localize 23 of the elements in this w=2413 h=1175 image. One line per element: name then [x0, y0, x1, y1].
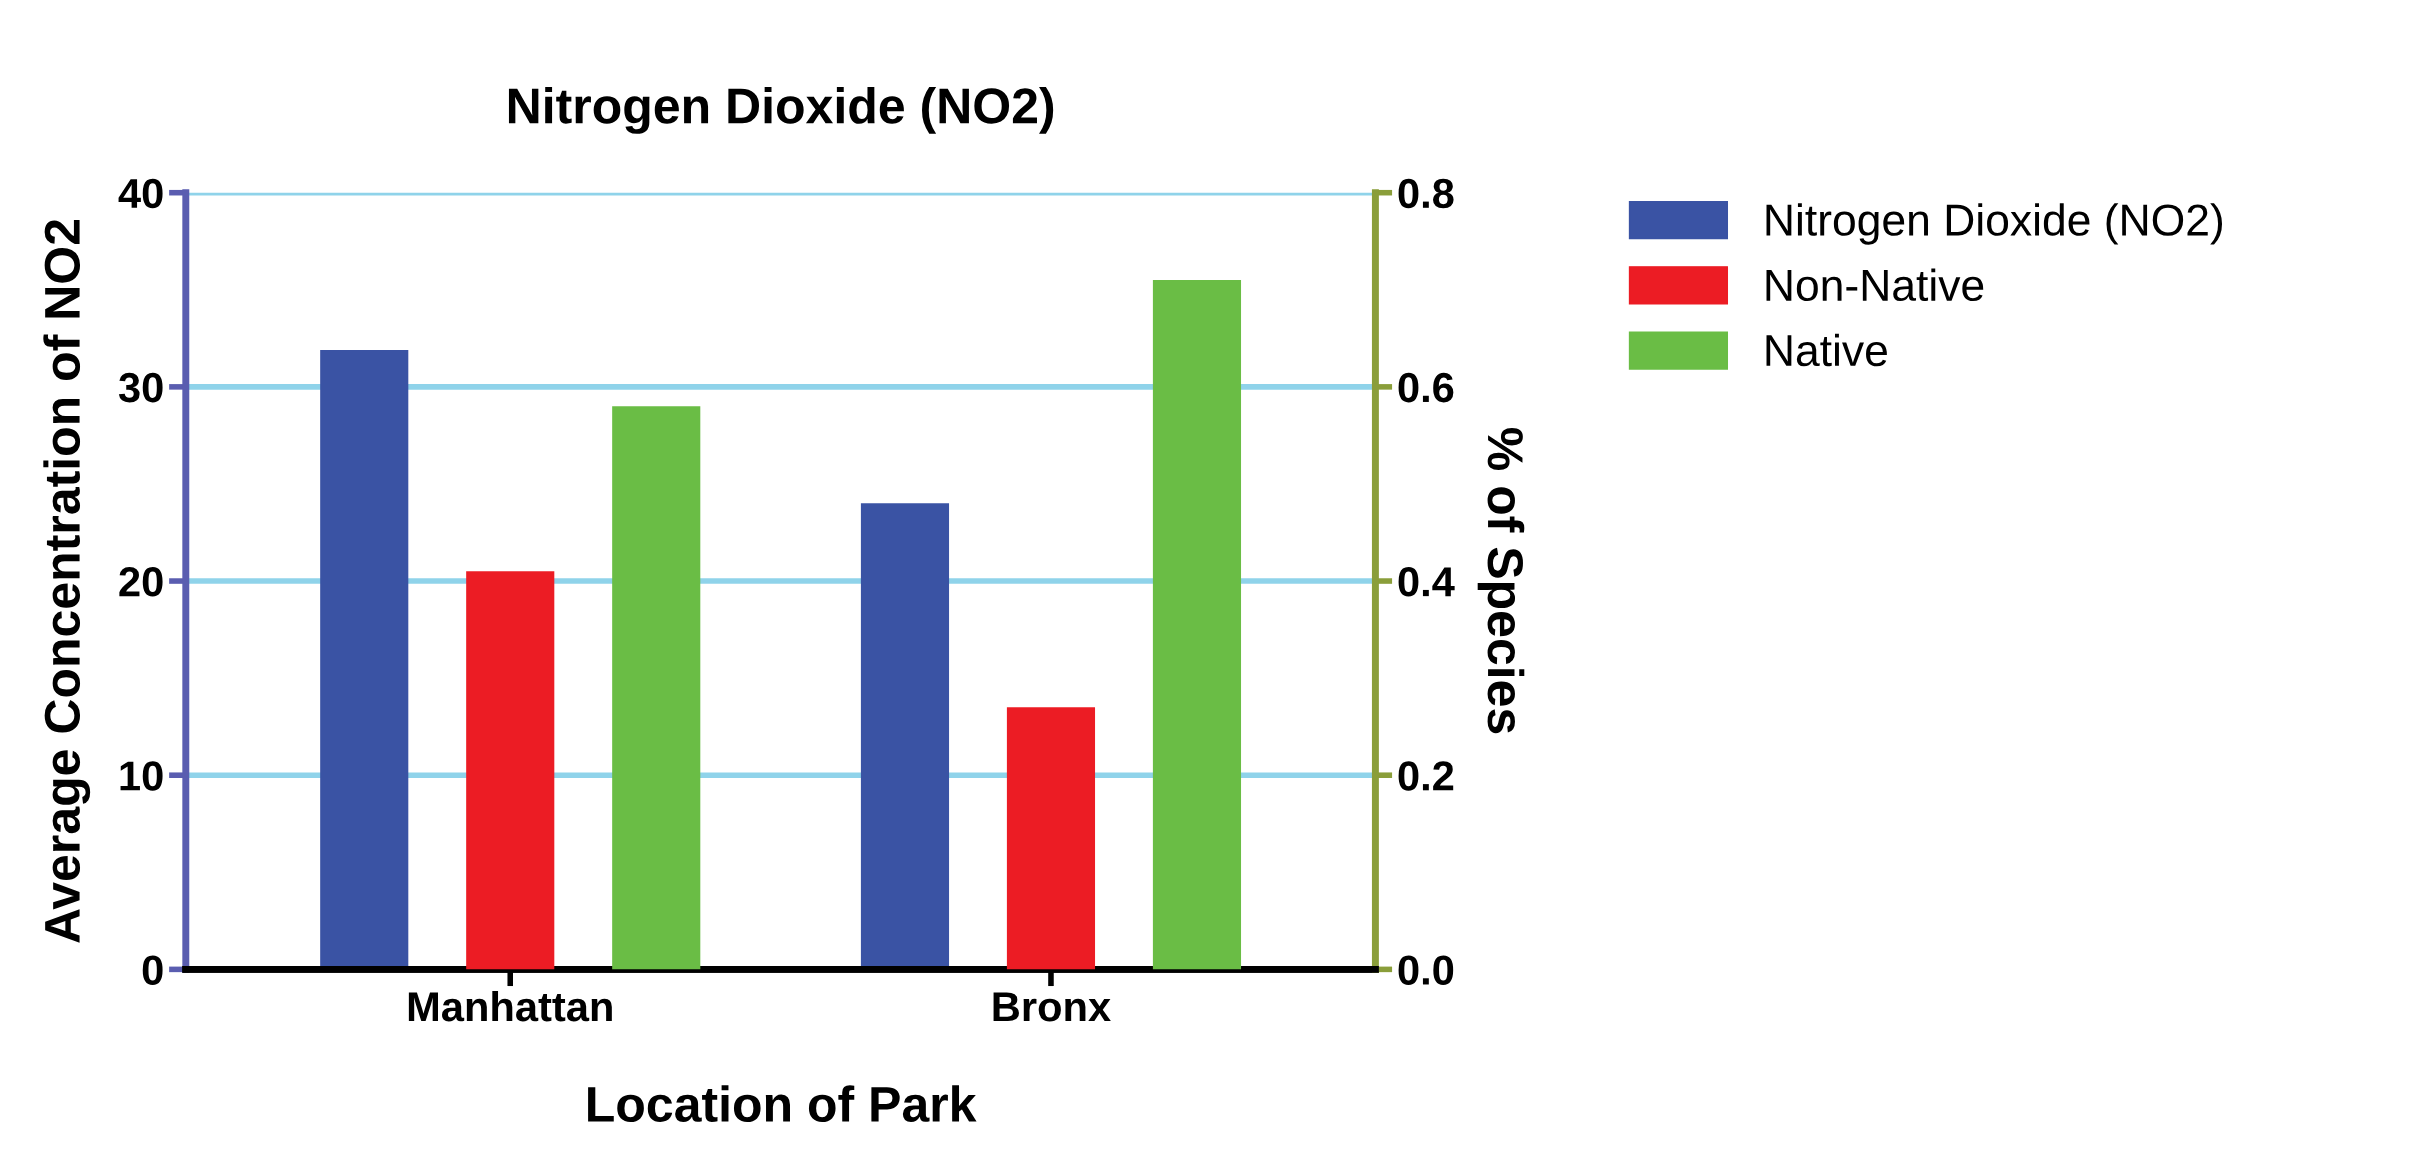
chart-title: Nitrogen Dioxide (NO2) — [508, 87, 1054, 134]
y2-tick-label: 0.8 — [1398, 178, 1454, 209]
y-tick-label: 40 — [118, 178, 163, 209]
bar — [1006, 707, 1096, 970]
legend-label: Nitrogen Dioxide (NO2) — [1766, 203, 2223, 245]
x-tick-label: Bronx — [993, 992, 1111, 1022]
y-axis-title: Average Concentration of NO2 — [43, 220, 91, 943]
bar — [1152, 280, 1242, 970]
y2-axis-title: % of Species — [1477, 428, 1525, 734]
bar — [612, 406, 701, 970]
y2-tick-label: 0.2 — [1398, 761, 1454, 791]
legend-label: Native — [1766, 333, 1887, 367]
y2-tick-label: 0.4 — [1398, 567, 1455, 597]
y-tick-label: 20 — [119, 567, 163, 597]
x-tick-label: Manhattan — [408, 990, 612, 1022]
bar — [466, 571, 555, 970]
y-tick-label: 10 — [120, 761, 163, 791]
y2-tick-label: 0.6 — [1398, 372, 1454, 403]
y-tick-label: 0 — [142, 955, 163, 985]
x-axis-title: Location of Park — [588, 1085, 977, 1123]
y2-tick-label: 0.0 — [1398, 955, 1454, 985]
y-tick-label: 30 — [118, 372, 163, 403]
legend-label: Non-Native — [1766, 268, 1984, 302]
